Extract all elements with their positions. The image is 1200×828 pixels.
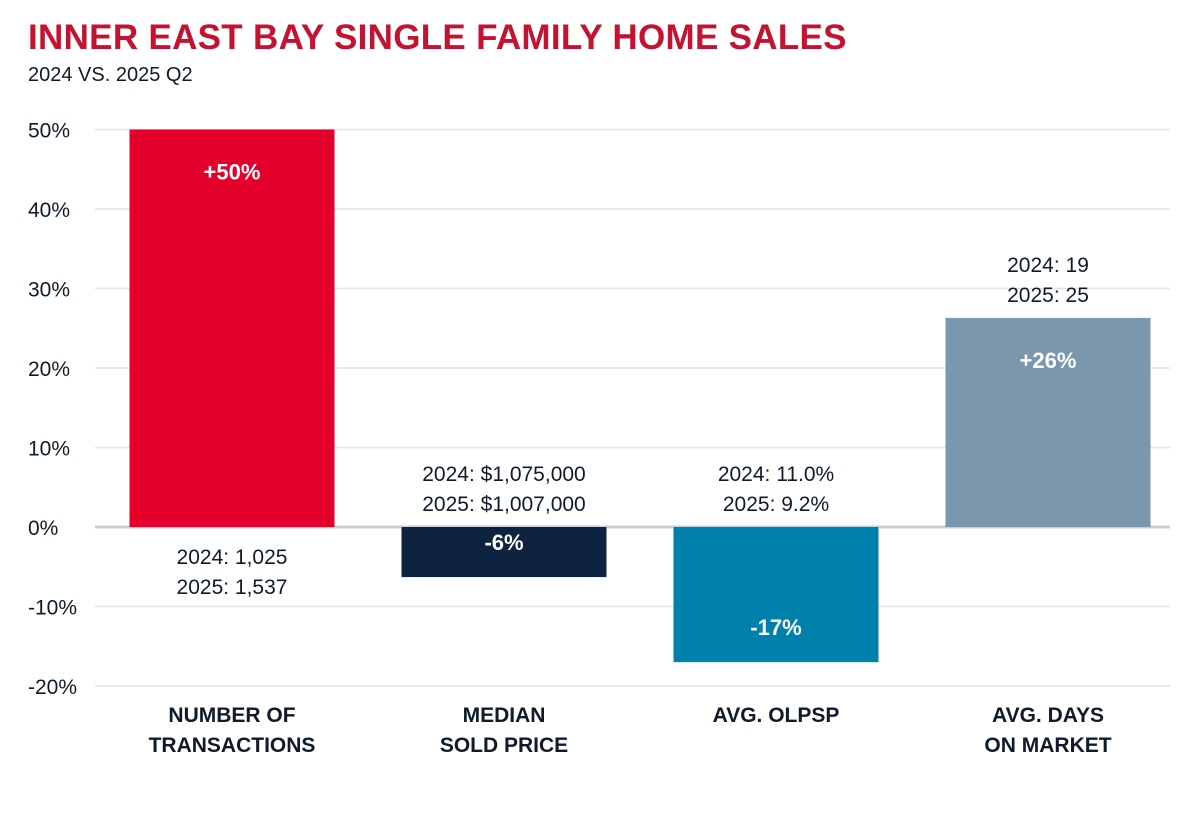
annotation: 2025: 9.2% — [723, 493, 829, 516]
bar — [129, 129, 335, 527]
data-label: -6% — [484, 530, 523, 555]
x-tick-label: AVG. OLPSP — [713, 704, 840, 727]
annotation: 2024: $1,075,000 — [422, 463, 586, 486]
x-tick-label: MEDIAN — [463, 704, 546, 727]
y-tick-label: -20% — [28, 676, 77, 699]
data-label: +26% — [1020, 348, 1077, 373]
y-tick-label: 20% — [28, 358, 70, 381]
y-tick-label: -10% — [28, 597, 77, 620]
annotation: 2025: $1,007,000 — [422, 493, 586, 516]
chart-subtitle: 2024 VS. 2025 Q2 — [28, 64, 193, 86]
bar — [945, 317, 1151, 527]
y-tick-label: 40% — [28, 199, 70, 222]
chart-title: INNER EAST BAY SINGLE FAMILY HOME SALES — [28, 18, 847, 57]
y-tick-label: 10% — [28, 438, 70, 461]
x-tick-label: NUMBER OF — [168, 704, 295, 727]
data-label: +50% — [204, 160, 261, 185]
annotation: 2024: 1,025 — [177, 546, 288, 569]
bar — [401, 527, 607, 578]
x-tick-label: AVG. DAYS — [992, 704, 1104, 727]
annotation: 2025: 1,537 — [177, 576, 288, 599]
y-tick-label: 30% — [28, 279, 70, 302]
x-tick-label: TRANSACTIONS — [149, 734, 316, 757]
data-label: -17% — [750, 615, 801, 640]
y-tick-label: 50% — [28, 120, 70, 143]
bar — [673, 527, 879, 663]
annotation: 2024: 19 — [1007, 254, 1089, 277]
x-tick-label: ON MARKET — [984, 734, 1111, 757]
annotation: 2024: 11.0% — [718, 463, 834, 486]
x-tick-label: SOLD PRICE — [440, 734, 568, 757]
annotation: 2025: 25 — [1007, 284, 1089, 307]
y-tick-label: 0% — [28, 517, 58, 540]
